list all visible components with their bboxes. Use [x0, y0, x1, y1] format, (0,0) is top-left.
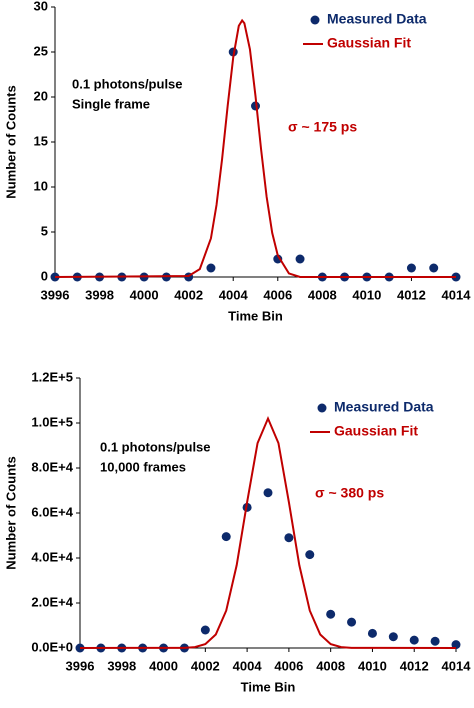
y-tick-label: 2.0E+4 [31, 594, 73, 609]
y-tick-label: 5 [41, 223, 48, 238]
y-axis-label: Number of Counts [3, 456, 18, 569]
y-tick-label: 0 [41, 268, 48, 283]
data-point [326, 609, 336, 619]
data-point [347, 617, 357, 627]
y-tick-label: 30 [34, 0, 48, 13]
data-point [367, 628, 377, 638]
y-tick-label: 15 [34, 133, 48, 148]
x-tick-label: 4008 [308, 287, 337, 302]
sigma-label: σ ~ 380 ps [315, 485, 384, 501]
x-axis-label: Time Bin [228, 308, 283, 323]
y-tick-label: 25 [34, 43, 48, 58]
x-tick-label: 4006 [263, 287, 292, 302]
x-tick-label: 3998 [107, 658, 136, 673]
x-tick-label: 4000 [130, 287, 159, 302]
legend-label: Gaussian Fit [334, 423, 418, 439]
legend-label: Measured Data [327, 11, 427, 27]
x-tick-label: 4010 [352, 287, 381, 302]
x-tick-label: 4010 [358, 658, 387, 673]
y-tick-label: 0.0E+0 [31, 639, 73, 654]
fit-line [79, 415, 457, 649]
fit-line [54, 18, 456, 278]
y-tick-label: 1.0E+5 [31, 414, 73, 429]
data-point [406, 263, 416, 273]
y-tick-label: 8.0E+4 [31, 459, 73, 474]
x-tick-label: 4000 [149, 658, 178, 673]
x-tick-label: 4008 [316, 658, 345, 673]
y-tick-label: 4.0E+4 [31, 549, 73, 564]
y-tick-label: 6.0E+4 [31, 504, 73, 519]
legend-label: Measured Data [334, 399, 434, 415]
sigma-label: σ ~ 175 ps [288, 119, 357, 135]
y-tick-label: 1.2E+5 [31, 369, 73, 384]
x-tick-label: 3996 [41, 287, 70, 302]
x-tick-label: 4012 [397, 287, 426, 302]
annotation: 0.1 photons/pulse [72, 76, 183, 91]
x-tick-label: 4014 [442, 287, 472, 302]
x-tick-label: 4004 [219, 287, 249, 302]
x-axis-label: Time Bin [241, 679, 296, 694]
x-tick-label: 4002 [191, 658, 220, 673]
legend-label: Gaussian Fit [327, 35, 411, 51]
data-point [430, 636, 440, 646]
data-point [409, 635, 419, 645]
annotation: 0.1 photons/pulse [100, 439, 211, 454]
x-tick-label: 4012 [400, 658, 429, 673]
data-point [388, 632, 398, 642]
y-tick-label: 20 [34, 88, 48, 103]
data-point [200, 625, 210, 635]
x-tick-label: 3998 [85, 287, 114, 302]
legend-swatch [310, 15, 320, 25]
data-point [429, 263, 439, 273]
data-point [263, 488, 273, 498]
data-point [273, 254, 283, 264]
data-point [295, 254, 305, 264]
data-point [284, 533, 294, 543]
x-tick-label: 4014 [442, 658, 472, 673]
x-tick-label: 4002 [174, 287, 203, 302]
y-tick-label: 10 [34, 178, 48, 193]
data-point [305, 550, 315, 560]
data-point [206, 263, 216, 273]
x-tick-label: 3996 [66, 658, 95, 673]
x-tick-label: 4006 [274, 658, 303, 673]
y-axis-label: Number of Counts [3, 85, 18, 198]
annotation: 10,000 frames [100, 459, 186, 474]
legend-swatch [317, 403, 327, 413]
data-point [451, 640, 461, 650]
annotation: Single frame [72, 96, 150, 111]
x-tick-label: 4004 [233, 658, 263, 673]
data-point [221, 532, 231, 542]
